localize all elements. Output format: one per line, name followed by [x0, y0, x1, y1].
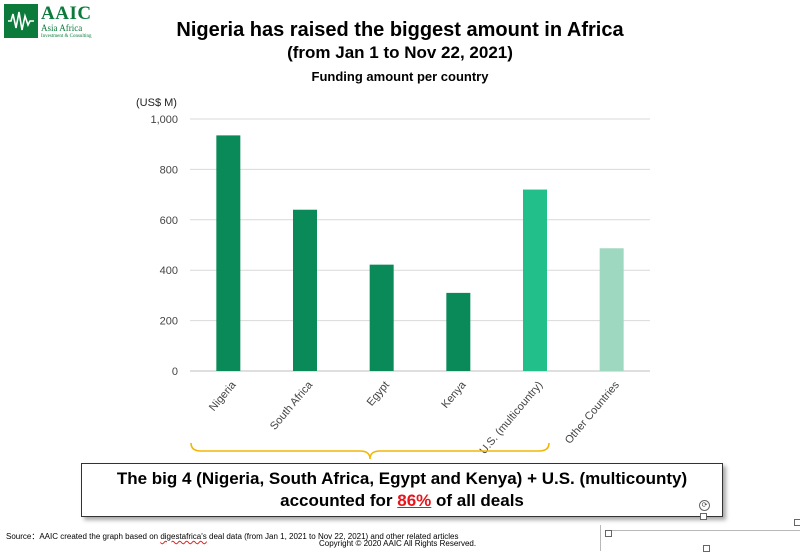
callout-box: The big 4 (Nigeria, South Africa, Egypt …: [81, 463, 723, 517]
logo-subtitle: Asia Africa: [41, 22, 83, 33]
bar: [293, 209, 317, 371]
resize-handle[interactable]: [700, 513, 707, 520]
brace: [190, 442, 550, 460]
y-tick-label: 0: [172, 366, 178, 378]
resize-handle[interactable]: [605, 530, 612, 537]
bar: [369, 264, 394, 371]
rotate-handle-icon[interactable]: ⟳: [699, 500, 710, 511]
callout-prefix: accounted for: [280, 491, 398, 510]
copyright: Copyright © 2020 AAIC All Rights Reserve…: [319, 539, 477, 548]
callout-highlight: 86%: [397, 491, 432, 510]
logo-brand: AAIC: [41, 2, 92, 24]
chart-subtitle: (from Jan 1 to Nov 22, 2021): [287, 43, 513, 62]
category-label: Egypt: [365, 379, 392, 408]
source-link: digestafrica's: [160, 532, 207, 541]
frame-line: [600, 525, 601, 551]
category-label: Kenya: [439, 379, 469, 411]
logo-subtitle-2: Investment & Consulting: [41, 33, 92, 39]
category-label: Other Countries: [563, 379, 622, 447]
y-tick-label: 1,000: [150, 114, 178, 126]
callout-line-1: The big 4 (Nigeria, South Africa, Egypt …: [116, 469, 688, 488]
y-tick-label: 800: [160, 164, 178, 176]
category-label: South Africa: [268, 379, 316, 433]
logo: AAIC Asia Africa Investment & Consulting: [4, 3, 114, 39]
chart-title: Nigeria has raised the biggest amount in…: [176, 19, 624, 41]
chart-subtitle-2: Funding amount per country: [311, 69, 489, 84]
source-prefix: Source：AAIC created the graph based on: [6, 532, 161, 541]
category-label: U.S. (multicountry): [478, 379, 546, 456]
source-suffix: deal data (from Jan 1, 2021 to Nov 22, 2…: [206, 532, 459, 541]
waveform-icon: [4, 4, 38, 38]
y-tick-label: 200: [160, 316, 178, 328]
category-label: Nigeria: [207, 379, 239, 414]
bar: [216, 135, 241, 371]
y-axis-label: (US$ M): [136, 97, 177, 109]
y-tick-label: 600: [160, 215, 178, 227]
bar: [446, 292, 471, 371]
callout-line-2: accounted for 86% of all deals: [82, 490, 722, 512]
resize-handle[interactable]: [794, 519, 800, 526]
bar: [599, 248, 624, 371]
y-tick-label: 400: [160, 265, 178, 277]
source-note: Source：AAIC created the graph based on d…: [6, 531, 458, 542]
frame-line: [606, 530, 800, 531]
bar: [523, 189, 547, 371]
callout-suffix: of all deals: [431, 491, 524, 510]
